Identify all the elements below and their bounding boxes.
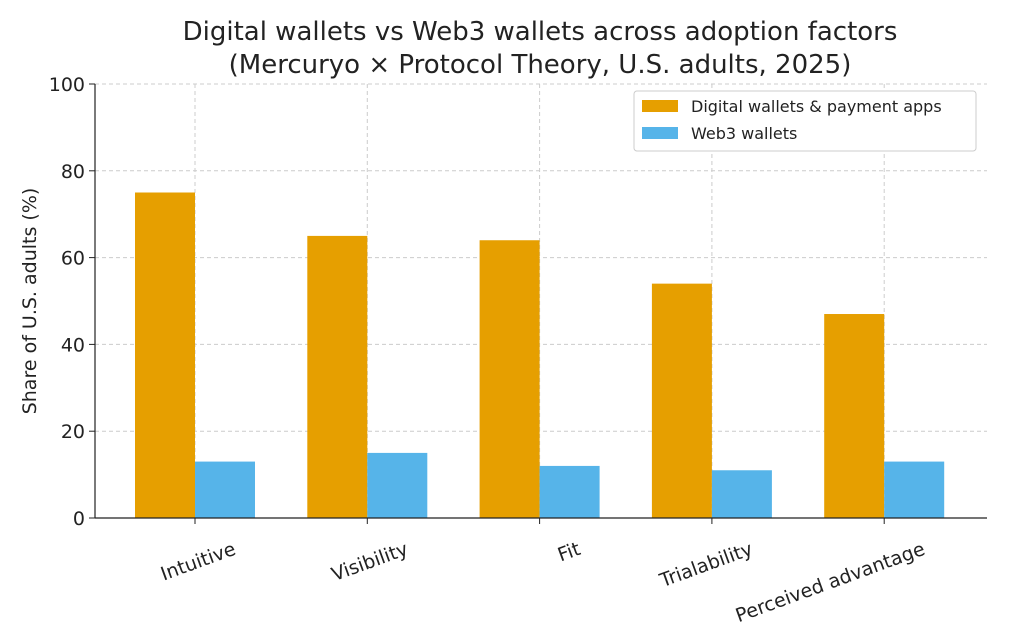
bar-web3-wallets bbox=[367, 452, 428, 518]
bar-digital-wallets bbox=[651, 283, 712, 518]
bar-web3-wallets bbox=[711, 470, 772, 518]
legend-frame bbox=[633, 90, 977, 152]
legend-label-web3: Web3 wallets bbox=[691, 124, 797, 143]
y-tick-label: 100 bbox=[49, 74, 85, 96]
y-tick-label: 0 bbox=[73, 508, 85, 530]
x-tick-label: Fit bbox=[555, 538, 583, 566]
chart-title: Digital wallets vs Web3 wallets across a… bbox=[183, 17, 898, 47]
y-tick-label: 20 bbox=[61, 421, 85, 443]
chart-subtitle: (Mercuryo × Protocol Theory, U.S. adults… bbox=[229, 50, 852, 80]
bar-web3-wallets bbox=[539, 465, 600, 518]
x-tick-label: Perceived advantage bbox=[733, 538, 928, 627]
bar-web3-wallets bbox=[195, 461, 255, 518]
bar-digital-wallets bbox=[479, 240, 540, 519]
bar-digital-wallets bbox=[307, 235, 368, 518]
legend-swatch-web3 bbox=[642, 127, 678, 139]
bar-digital-wallets bbox=[135, 192, 195, 518]
bar-web3-wallets bbox=[884, 461, 945, 518]
y-tick-label: 80 bbox=[61, 161, 85, 183]
bars bbox=[135, 192, 945, 519]
y-tick-label: 60 bbox=[61, 248, 85, 270]
legend-swatch-digital bbox=[642, 100, 678, 112]
y-axis-label: Share of U.S. adults (%) bbox=[19, 188, 41, 415]
bar-digital-wallets bbox=[824, 314, 885, 518]
legend-label-digital: Digital wallets & payment apps bbox=[691, 97, 942, 116]
x-tick-label: Trialability bbox=[656, 538, 756, 592]
x-tick-label: Visibility bbox=[329, 538, 411, 586]
legend: Digital wallets & payment apps Web3 wall… bbox=[633, 90, 977, 152]
x-tick-label: Intuitive bbox=[158, 538, 239, 585]
y-tick-label: 40 bbox=[61, 334, 85, 356]
